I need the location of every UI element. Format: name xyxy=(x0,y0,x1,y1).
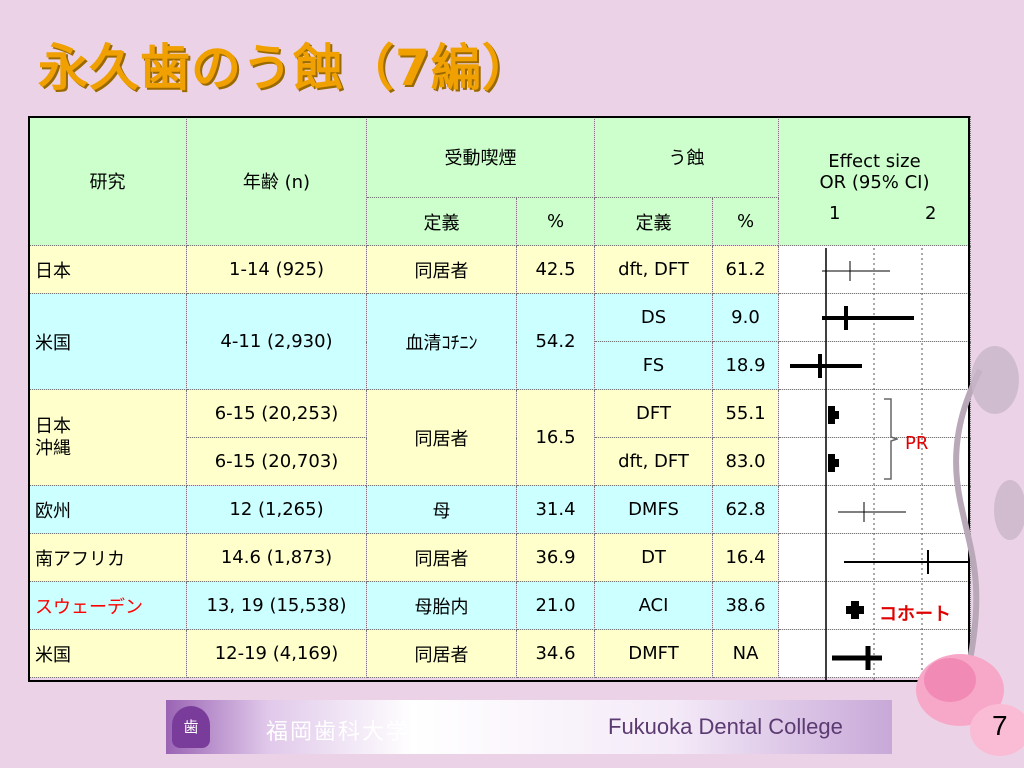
cohort-annotation: コホート xyxy=(879,604,951,625)
smoke-percent: 42.5 xyxy=(516,245,595,294)
caries-definition: DMFT xyxy=(594,629,713,678)
forest-plot-cell xyxy=(778,437,971,486)
study-name: 日本 xyxy=(28,245,187,294)
header-row: 研究 年齢 (n) 受動喫煙 う蝕 Effect size OR (95% CI… xyxy=(28,116,971,246)
age-n: 12-19 (4,169) xyxy=(186,629,367,678)
forest-axis-labels: 1 2 xyxy=(785,197,964,231)
pr-annotation: PR xyxy=(905,433,929,454)
header-effect-line2: OR (95% CI) xyxy=(819,172,930,193)
table-row: 米国 12-19 (4,169) 同居者 34.6 DMFT NA xyxy=(28,629,971,678)
header-caries-percent: % xyxy=(712,197,779,246)
caries-definition: FS xyxy=(594,341,713,390)
school-name-english: Fukuoka Dental College xyxy=(608,714,843,739)
header-caries-definition: 定義 xyxy=(594,197,713,246)
caries-percent: 38.6 xyxy=(712,581,779,630)
header-study: 研究 xyxy=(28,116,187,246)
smoke-percent: 54.2 xyxy=(516,293,595,390)
caries-percent: NA xyxy=(712,629,779,678)
forest-plot-cell xyxy=(778,629,971,678)
table-row: 欧州 12 (1,265) 母 31.4 DMFS 62.8 xyxy=(28,485,971,534)
header-age: 年齢 (n) xyxy=(186,116,367,246)
caries-percent: 9.0 xyxy=(712,293,779,342)
caries-percent: 18.9 xyxy=(712,341,779,390)
smoke-definition: 母 xyxy=(366,485,517,534)
forest-plot-cell xyxy=(778,485,971,534)
school-name-japanese: 福岡歯科大学 xyxy=(266,720,411,745)
smoke-percent: 31.4 xyxy=(516,485,595,534)
table-row: 6-15 (20,703) dft, DFT 83.0 xyxy=(29,437,971,486)
caries-percent: 83.0 xyxy=(712,437,779,486)
age-n: 12 (1,265) xyxy=(186,485,367,534)
age-n: 13, 19 (15,538) xyxy=(186,581,367,630)
smoke-definition: 同居者 xyxy=(366,389,517,486)
study-name: 日本 沖縄 xyxy=(28,389,187,486)
age-n: 6-15 (20,253) xyxy=(186,389,367,438)
age-n: 14.6 (1,873) xyxy=(186,533,367,582)
table-row: スウェーデン 13, 19 (15,538) 母胎内 21.0 ACI 38.6 xyxy=(28,581,971,630)
smoke-percent: 36.9 xyxy=(516,533,595,582)
caries-definition: dft, DFT xyxy=(594,245,713,294)
axis-label-1: 1 xyxy=(829,203,841,224)
table-row: 日本 1-14 (925) 同居者 42.5 dft, DFT 61.2 xyxy=(28,245,971,294)
footer-banner: 歯 福岡歯科大学 Fukuoka Dental College xyxy=(166,700,892,754)
axis-label-2: 2 xyxy=(925,203,937,224)
table-row: 南アフリカ 14.6 (1,873) 同居者 36.9 DT 16.4 xyxy=(28,533,971,582)
study-name-line1: 日本 xyxy=(35,415,71,437)
smoke-definition: 同居者 xyxy=(366,629,517,678)
caries-definition: DMFS xyxy=(594,485,713,534)
study-name: 欧州 xyxy=(28,485,187,534)
header-smoke-definition: 定義 xyxy=(366,197,517,246)
header-effect-line1: Effect size xyxy=(828,151,921,172)
study-table: 研究 年齢 (n) 受動喫煙 う蝕 Effect size OR (95% CI… xyxy=(28,116,971,678)
subheader-row: 定義 % 定義 % xyxy=(29,197,971,246)
smoke-definition: 同居者 xyxy=(366,533,517,582)
caries-definition: DS xyxy=(594,293,713,342)
smoke-definition: 血清ｺﾁﾆﾝ xyxy=(366,293,517,390)
smoke-percent: 21.0 xyxy=(516,581,595,630)
caries-percent: 16.4 xyxy=(712,533,779,582)
caries-percent: 61.2 xyxy=(712,245,779,294)
header-smoke-percent: % xyxy=(516,197,595,246)
header-caries-group: う蝕 xyxy=(594,116,779,198)
smoke-definition: 同居者 xyxy=(366,245,517,294)
caries-percent: 62.8 xyxy=(712,485,779,534)
forest-plot-cell xyxy=(778,581,971,630)
study-name: スウェーデン xyxy=(28,581,187,630)
smoke-percent: 34.6 xyxy=(516,629,595,678)
school-emblem-icon: 歯 xyxy=(172,706,210,748)
header-smoke-group: 受動喫煙 xyxy=(366,116,595,198)
age-n: 6-15 (20,703) xyxy=(186,437,367,486)
table-row: 日本 沖縄 6-15 (20,253) 同居者 16.5 DFT 55.1 xyxy=(28,389,971,486)
study-name-line2: 沖縄 xyxy=(35,437,71,459)
forest-plot-cell xyxy=(778,293,971,342)
caries-percent: 55.1 xyxy=(712,389,779,438)
study-name: 米国 xyxy=(28,293,187,390)
caries-definition: DFT xyxy=(594,389,713,438)
caries-definition: dft, DFT xyxy=(594,437,713,486)
forest-plot-cell xyxy=(778,389,971,438)
smoke-percent: 16.5 xyxy=(516,389,595,486)
study-name: 南アフリカ xyxy=(28,533,187,582)
forest-plot-cell xyxy=(778,341,971,390)
table-row: FS 18.9 xyxy=(29,341,971,390)
slide-title: 永久歯のう蝕（7編） xyxy=(38,39,533,97)
age-n: 1-14 (925) xyxy=(186,245,367,294)
caries-definition: ACI xyxy=(594,581,713,630)
smoke-definition: 母胎内 xyxy=(366,581,517,630)
forest-plot-cell xyxy=(778,245,971,294)
caries-definition: DT xyxy=(594,533,713,582)
study-name: 米国 xyxy=(28,629,187,678)
age-n: 4-11 (2,930) xyxy=(186,293,367,390)
page-number: 7 xyxy=(992,710,1008,741)
header-effect-size: Effect size OR (95% CI) 1 2 xyxy=(778,116,971,246)
table-row: 米国 4-11 (2,930) 血清ｺﾁﾆﾝ 54.2 DS 9.0 xyxy=(28,293,971,390)
forest-plot-cell xyxy=(778,533,971,582)
